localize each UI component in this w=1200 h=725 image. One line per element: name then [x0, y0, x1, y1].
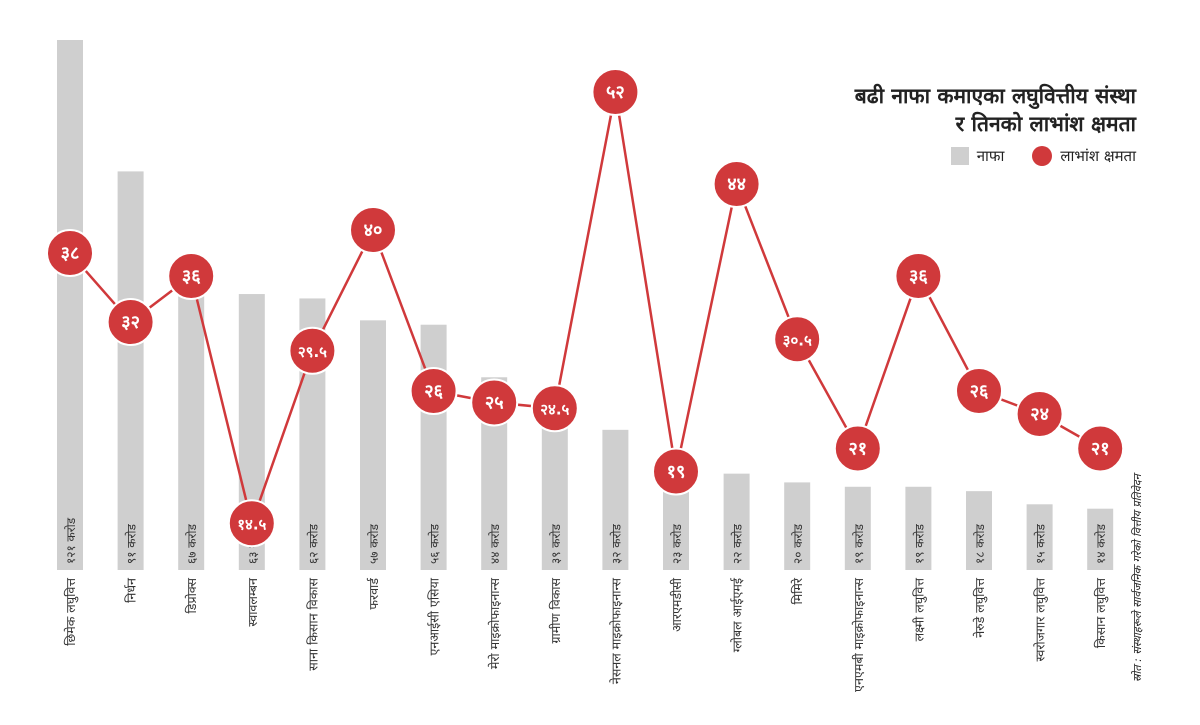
- category-label-17: किसान लघुवित्त: [1093, 578, 1109, 648]
- bar-value-label-15: १८ करोड: [973, 523, 987, 564]
- category-label-2: डिप्रोक्स: [184, 577, 199, 613]
- dividend-point-13: [833, 424, 882, 473]
- dividend-label-9: ५२: [606, 82, 625, 103]
- dividend-label-4: २९.५: [298, 343, 327, 361]
- category-label-11: ग्लोबल आईएमई: [730, 577, 745, 652]
- dividend-line: [69, 91, 1101, 528]
- bar-14: [905, 486, 932, 570]
- dividend-label-2: ३६: [182, 266, 201, 287]
- dividend-label-8: २४.५: [540, 400, 569, 418]
- category-label-9: नेसनल माइक्रोफाइनान्स: [608, 577, 623, 684]
- category-label-5: फरवार्ड: [366, 577, 381, 610]
- category-label-0: छिमेक लघुवित्त: [63, 578, 79, 646]
- dividend-point-1: [106, 298, 155, 346]
- dividend-point-6: [409, 367, 458, 415]
- bar-value-label-11: २२ करोड: [731, 523, 745, 564]
- category-label-1: निर्धन: [124, 577, 139, 603]
- bar-value-label-6: ५६ करोड: [428, 523, 442, 564]
- dividend-point-3: [227, 499, 276, 548]
- category-label-8: ग्रामीण विकास: [548, 577, 563, 643]
- dividend-point-12: [773, 315, 822, 364]
- category-label-10: आरएमडीसी: [669, 577, 684, 632]
- dividend-label-12: ३०.५: [783, 331, 812, 349]
- dividend-point-7: [470, 378, 519, 427]
- dividend-label-10: १९: [667, 462, 686, 483]
- dividend-label-6: २६: [424, 381, 443, 402]
- category-label-13: एनएमबी माइक्रोफाइनान्स: [851, 577, 866, 691]
- bar-value-label-0: १२१ करोड: [64, 517, 78, 564]
- bar-16: [1026, 504, 1053, 570]
- bar-value-label-7: ४४ करोड: [488, 523, 502, 564]
- dividend-point-8: [530, 384, 579, 433]
- bar-value-label-9: ३२ करोड: [609, 523, 623, 564]
- bar-value-label-10: २३ करोड: [670, 523, 684, 564]
- bar-value-label-5: ५७ करोड: [367, 523, 381, 564]
- dividend-label-15: २६: [970, 381, 989, 402]
- legend-dot-swatch: [1032, 146, 1053, 166]
- dividend-point-16: [1015, 390, 1064, 438]
- dividend-label-3: १४.५: [237, 515, 266, 533]
- dividend-point-17: [1076, 424, 1125, 473]
- dividend-label-5: ४०: [364, 220, 383, 241]
- dividend-point-2: [167, 252, 216, 300]
- legend-bar-swatch: [950, 147, 969, 165]
- dividend-label-0: ३८: [61, 243, 80, 264]
- dividend-label-13: २१: [848, 439, 867, 460]
- category-label-6: एनआईसी एसिया: [427, 577, 442, 655]
- category-label-12: मिमिरे: [790, 577, 805, 604]
- bar-9: [602, 429, 629, 570]
- dividend-label-16: २४: [1030, 404, 1049, 425]
- bar-value-label-14: १९ करोड: [912, 523, 926, 564]
- dividend-label-14: ३६: [909, 266, 928, 287]
- dividend-point-10: [652, 447, 700, 496]
- bar-value-label-12: २० करोड: [791, 523, 805, 564]
- dividend-label-17: २१: [1091, 439, 1110, 460]
- bar-value-label-4: ६२ करोड: [306, 523, 320, 564]
- dividend-label-11: ४४: [727, 174, 746, 195]
- dividend-label-1: ३२: [121, 312, 140, 333]
- bar-value-label-8: ३९ करोड: [549, 523, 563, 564]
- category-label-16: स्वरोजगार लघुवित्त: [1033, 578, 1049, 662]
- bar-13: [844, 486, 871, 570]
- bar-17: [1087, 508, 1114, 570]
- category-label-14: लक्ष्मी लघुवित्त: [911, 578, 927, 642]
- legend-dot-label: लाभांश क्षमता: [1060, 147, 1136, 165]
- dividend-point-9: [591, 68, 640, 116]
- bar-12: [784, 482, 811, 570]
- dividend-point-11: [712, 160, 761, 208]
- title-line-2: र तिनको लाभांश क्षमता: [955, 112, 1136, 136]
- bar-2: [178, 276, 205, 570]
- bar-15: [966, 491, 992, 570]
- bar-value-label-2: ६७ करोड: [185, 523, 199, 564]
- category-label-4: साना किसान विकास: [305, 577, 320, 670]
- chart-title: बढी नाफा कमाएका लघुवित्तीय संस्था र तिनक…: [855, 82, 1136, 138]
- bar-1: [117, 171, 144, 570]
- dividend-point-14: [894, 252, 943, 300]
- title-line-1: बढी नाफा कमाएका लघुवित्तीय संस्था: [854, 84, 1136, 108]
- dividend-point-0: [46, 229, 94, 277]
- dividend-point-5: [349, 206, 397, 254]
- bar-0: [57, 40, 83, 570]
- dividend-point-15: [955, 367, 1003, 415]
- legend: नाफा लाभांश क्षमता: [950, 146, 1136, 166]
- dividend-point-4: [288, 326, 337, 375]
- bar-5: [360, 320, 386, 570]
- category-label-7: मेरो माइक्रोफाइनान्स: [487, 577, 502, 669]
- source-note: स्रोत : संस्थाहरूले सार्वजनिक गरेको वित्…: [1131, 474, 1144, 682]
- bar-11: [723, 473, 750, 570]
- bar-value-label-16: १५ करोड: [1034, 523, 1048, 564]
- bar-value-label-17: १४ करोड: [1094, 523, 1108, 564]
- legend-bar-label: नाफा: [976, 147, 1005, 165]
- category-label-15: नेरुडे लघुवित्त: [972, 578, 988, 638]
- category-label-3: स्वावलम्बन: [245, 577, 260, 627]
- dividend-label-7: २५: [485, 393, 504, 414]
- bar-value-label-13: १९ करोड: [852, 523, 866, 564]
- bar-value-label-1: ९१ करोड: [125, 523, 139, 564]
